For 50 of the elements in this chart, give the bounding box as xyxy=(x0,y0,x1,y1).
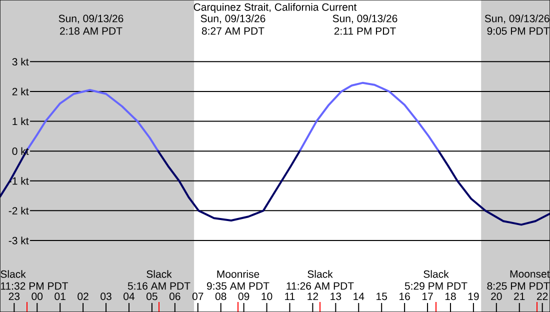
annotation: Slack xyxy=(308,270,333,278)
x-tick-label: 01 xyxy=(54,292,66,300)
chart-title: Carquinez Strait, California Current xyxy=(194,3,357,13)
annotation: 2:18 AM PDT xyxy=(60,27,122,35)
x-tick-label: 12 xyxy=(308,292,318,300)
annotation: Moonrise xyxy=(217,270,260,278)
y-tick-label: 0 kt xyxy=(12,147,29,155)
annotation: Slack xyxy=(146,270,172,278)
x-tick-label: 07 xyxy=(192,292,204,300)
annotation: 9:35 AM PDT xyxy=(206,282,270,290)
annotation: 2:11 PM PDT xyxy=(334,27,396,35)
x-tick-label: 15 xyxy=(376,292,387,300)
annotation: Sun, 09/13/26 xyxy=(484,14,550,24)
x-tick-label: 10 xyxy=(262,292,272,300)
x-tick-label: 11 xyxy=(285,292,295,300)
y-tick-label: 1 kt xyxy=(12,117,29,126)
x-tick-label: 20 xyxy=(491,292,502,300)
x-tick-label: 02 xyxy=(78,292,88,300)
annotation: Sun, 09/13/26 xyxy=(332,14,398,24)
x-tick-label: 18 xyxy=(445,292,456,300)
x-tick-label: 21 xyxy=(514,292,525,300)
x-tick-label: 19 xyxy=(468,292,479,300)
x-tick-label: 09 xyxy=(238,292,250,300)
annotation: Slack xyxy=(0,270,26,278)
x-tick-label: 23 xyxy=(8,292,20,300)
x-tick-label: 08 xyxy=(215,292,226,300)
annotation: 8:27 AM PDT xyxy=(202,27,264,35)
annotation: 5:16 AM PDT xyxy=(128,282,190,290)
annotation: 8:25 PM PDT xyxy=(487,282,550,290)
annotation: Slack xyxy=(424,270,449,278)
y-tick-label: -3 kt xyxy=(8,236,29,244)
y-tick-label: 2 kt xyxy=(12,88,29,96)
y-tick-label: -2 kt xyxy=(8,206,29,215)
x-tick-label: 04 xyxy=(124,292,135,300)
x-tick-label: 05 xyxy=(146,292,158,300)
x-tick-label: 03 xyxy=(100,292,112,300)
annotation: 11:32 PM PDT xyxy=(1,282,68,290)
x-tick-label: 22 xyxy=(537,292,548,300)
annotation: 5:29 PM PDT xyxy=(404,282,468,290)
x-tick-label: 06 xyxy=(169,292,180,300)
annotation: Sun, 09/13/26 xyxy=(58,14,124,24)
annotation: 9:05 PM PDT xyxy=(487,27,550,35)
x-tick-label: 17 xyxy=(422,292,433,300)
annotation: Sun, 09/13/26 xyxy=(200,14,266,24)
x-tick-label: 00 xyxy=(32,292,43,300)
y-tick-label: 3 kt xyxy=(12,58,29,66)
x-tick-label: 16 xyxy=(400,292,410,300)
annotation: 11:26 AM PDT xyxy=(286,282,354,290)
x-tick-label: 13 xyxy=(330,292,342,300)
x-tick-label: 14 xyxy=(354,292,364,300)
